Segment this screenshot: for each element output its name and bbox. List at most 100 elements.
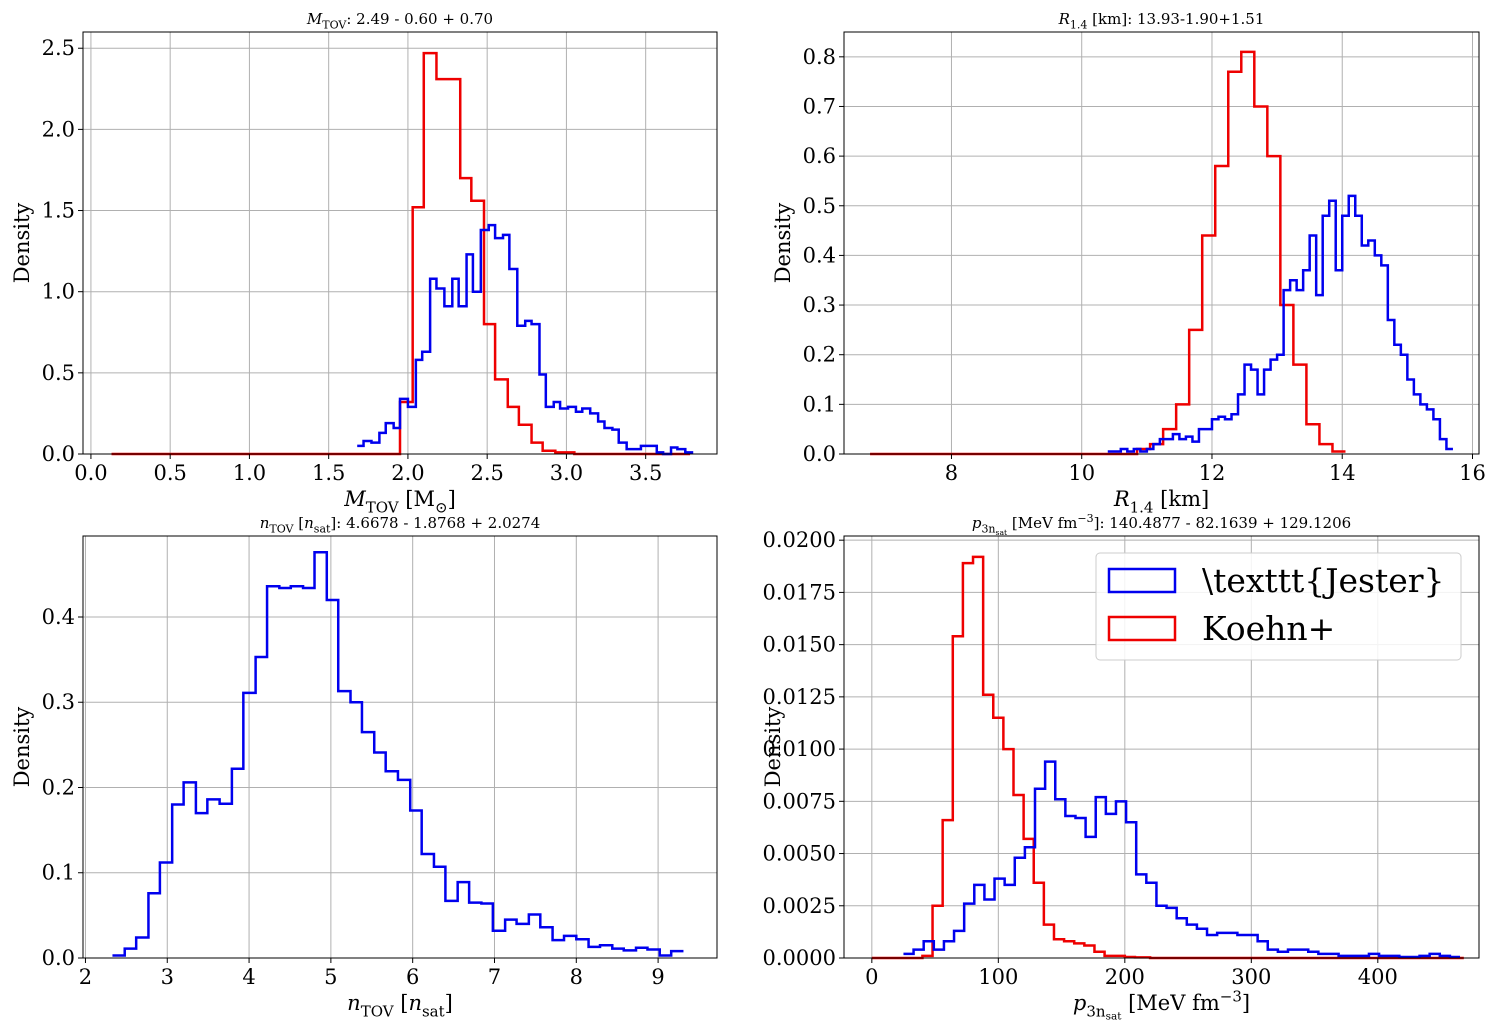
x-tick-label: 1.5 xyxy=(312,461,345,485)
y-tick-label: 2.0 xyxy=(42,117,75,141)
label-part: [MeV fm xyxy=(1007,514,1077,532)
label-part: sat xyxy=(314,523,331,536)
x-tick-label: 7 xyxy=(488,965,501,989)
x-tick-label: 0.0 xyxy=(74,461,107,485)
label-part: p xyxy=(1073,991,1086,1015)
x-tick-label: 1.0 xyxy=(233,461,266,485)
x-tick-label: 0 xyxy=(865,965,878,989)
x-tick-label: 400 xyxy=(1358,965,1398,989)
y-tick-label: 0.2 xyxy=(42,775,75,799)
axes-frame xyxy=(843,535,1480,959)
x-tick-label: 8 xyxy=(570,965,583,989)
label-part: sat xyxy=(996,528,1009,537)
chart-panel-2: 8 10 12 14 160.00.10.20.30.40.50.60.70.8R1.4… xyxy=(771,10,1486,516)
label-part: M xyxy=(306,10,323,28)
legend: \texttt{Jester} Koehn+ xyxy=(1095,552,1462,661)
label-part: TOV xyxy=(366,498,400,516)
chart-panel-4: 0 100 200 300 400 0.0000 0.0025 0.0050 0.0075 0.0… xyxy=(761,512,1480,1023)
x-tick-label: 3.0 xyxy=(550,461,583,485)
x-tick-label: 3 xyxy=(161,965,174,989)
y-tick-label: 0.8 xyxy=(803,45,836,69)
y-axis-label: Density xyxy=(10,707,34,788)
label-part: R xyxy=(1058,10,1070,28)
series-jester-histogram xyxy=(903,760,1461,959)
x-tick-label: 10 xyxy=(1068,461,1095,485)
legend-box xyxy=(1095,552,1462,661)
y-tick-label: 0.0200 xyxy=(763,528,836,552)
y-tick-label: 0.7 xyxy=(803,94,836,118)
legend-swatch-koehn xyxy=(1107,615,1177,642)
x-tick-label: 5 xyxy=(324,965,337,989)
label-part: [MeV fm xyxy=(1121,991,1219,1015)
y-axis-label: Density xyxy=(761,707,785,788)
x-tick-label: 100 xyxy=(978,965,1018,989)
label-part: ]: 140.4877 - 82.1639 + 129.1206 xyxy=(1094,514,1352,532)
y-tick-label: 0.0100 xyxy=(763,737,836,761)
series-koehn-histogram xyxy=(111,51,691,456)
x-axis-label: nTOV [nsat] xyxy=(347,991,453,1020)
series-jester-histogram xyxy=(1107,194,1453,453)
y-tick-label: 0.0000 xyxy=(763,946,836,970)
x-tick-label: 6 xyxy=(406,965,419,989)
label-part: [ xyxy=(294,514,305,532)
y-tick-label: 0.0 xyxy=(42,946,75,970)
x-axis-label: R1.4 [km] xyxy=(1113,487,1209,516)
series-jester-histogram xyxy=(112,550,684,957)
label-part: ] xyxy=(1242,991,1250,1015)
legend-swatch-jester xyxy=(1107,567,1177,594)
label-part: R xyxy=(1113,487,1130,511)
y-tick-label: 0.0150 xyxy=(763,633,836,657)
x-tick-label: 200 xyxy=(1105,965,1145,989)
y-tick-label: 0.3 xyxy=(803,293,836,317)
label-part: p xyxy=(972,514,982,532)
y-tick-label: 0.5 xyxy=(42,361,75,385)
x-tick-label: 300 xyxy=(1231,965,1271,989)
y-tick-label: 0.0 xyxy=(803,442,836,466)
chart-panel-1: 0.0 0.5 1.0 1.5 2.0 2.5 3.0 3.5 0.0 0.5 1.0 1.5 2.0 2… xyxy=(10,10,718,516)
x-tick-label: 9 xyxy=(651,965,664,989)
y-tick-label: 0.1 xyxy=(803,392,836,416)
series-koehn-histogram xyxy=(871,555,1464,960)
axes-frame xyxy=(82,535,718,959)
series-jester-histogram xyxy=(357,223,694,456)
label-part: ] xyxy=(448,487,456,511)
y-tick-label: 0.0 xyxy=(42,442,75,466)
label-part: [ xyxy=(394,991,409,1015)
chart-title: R1.4 [km]: 13.93-1.90+1.51 xyxy=(1058,10,1265,32)
x-tick-label: 16 xyxy=(1459,461,1486,485)
label-part: : 2.49 - 0.60 + 0.70 xyxy=(346,10,493,28)
y-tick-label: 0.0050 xyxy=(763,842,836,866)
x-tick-label: 14 xyxy=(1329,461,1356,485)
grid xyxy=(844,32,1479,455)
label-part: [km] xyxy=(1153,487,1209,511)
y-tick-label: 0.1 xyxy=(42,861,75,885)
label-part: ]: 4.6678 - 1.8768 + 2.0274 xyxy=(330,514,540,532)
y-tick-label: 0.4 xyxy=(803,243,836,267)
label-part: n xyxy=(260,514,270,532)
label-part: sat xyxy=(1106,1010,1123,1022)
axes-frame xyxy=(843,31,1480,455)
label-part: 3n xyxy=(981,523,995,536)
x-axis-label: p3nsat [MeV fm−3] xyxy=(1073,988,1250,1023)
y-tick-label: 0.0175 xyxy=(763,580,836,604)
label-part: −3 xyxy=(1077,512,1093,525)
chart-title: nTOV [nsat]: 4.6678 - 1.8768 + 2.0274 xyxy=(260,514,541,536)
label-part: −3 xyxy=(1220,988,1242,1006)
label-part: [M xyxy=(399,487,435,511)
y-tick-label: 0.2 xyxy=(803,343,836,367)
label-part: [km]: 13.93-1.90+1.51 xyxy=(1087,10,1264,28)
axes-frame xyxy=(82,31,718,455)
chart-title: p3nsat [MeV fm−3]: 140.4877 - 82.1639 + … xyxy=(972,512,1351,537)
label-part: M xyxy=(343,487,366,511)
y-axis-label: Density xyxy=(771,203,795,284)
label-part: TOV xyxy=(361,1002,395,1020)
label-part: n xyxy=(304,514,314,532)
series-koehn-histogram xyxy=(870,50,1346,456)
label-part: TOV xyxy=(269,523,294,536)
y-tick-label: 0.0125 xyxy=(763,685,836,709)
y-tick-label: 0.6 xyxy=(803,144,836,168)
label-part: ] xyxy=(445,991,453,1015)
grid xyxy=(83,32,717,455)
label-part: 1.4 xyxy=(1070,19,1088,32)
